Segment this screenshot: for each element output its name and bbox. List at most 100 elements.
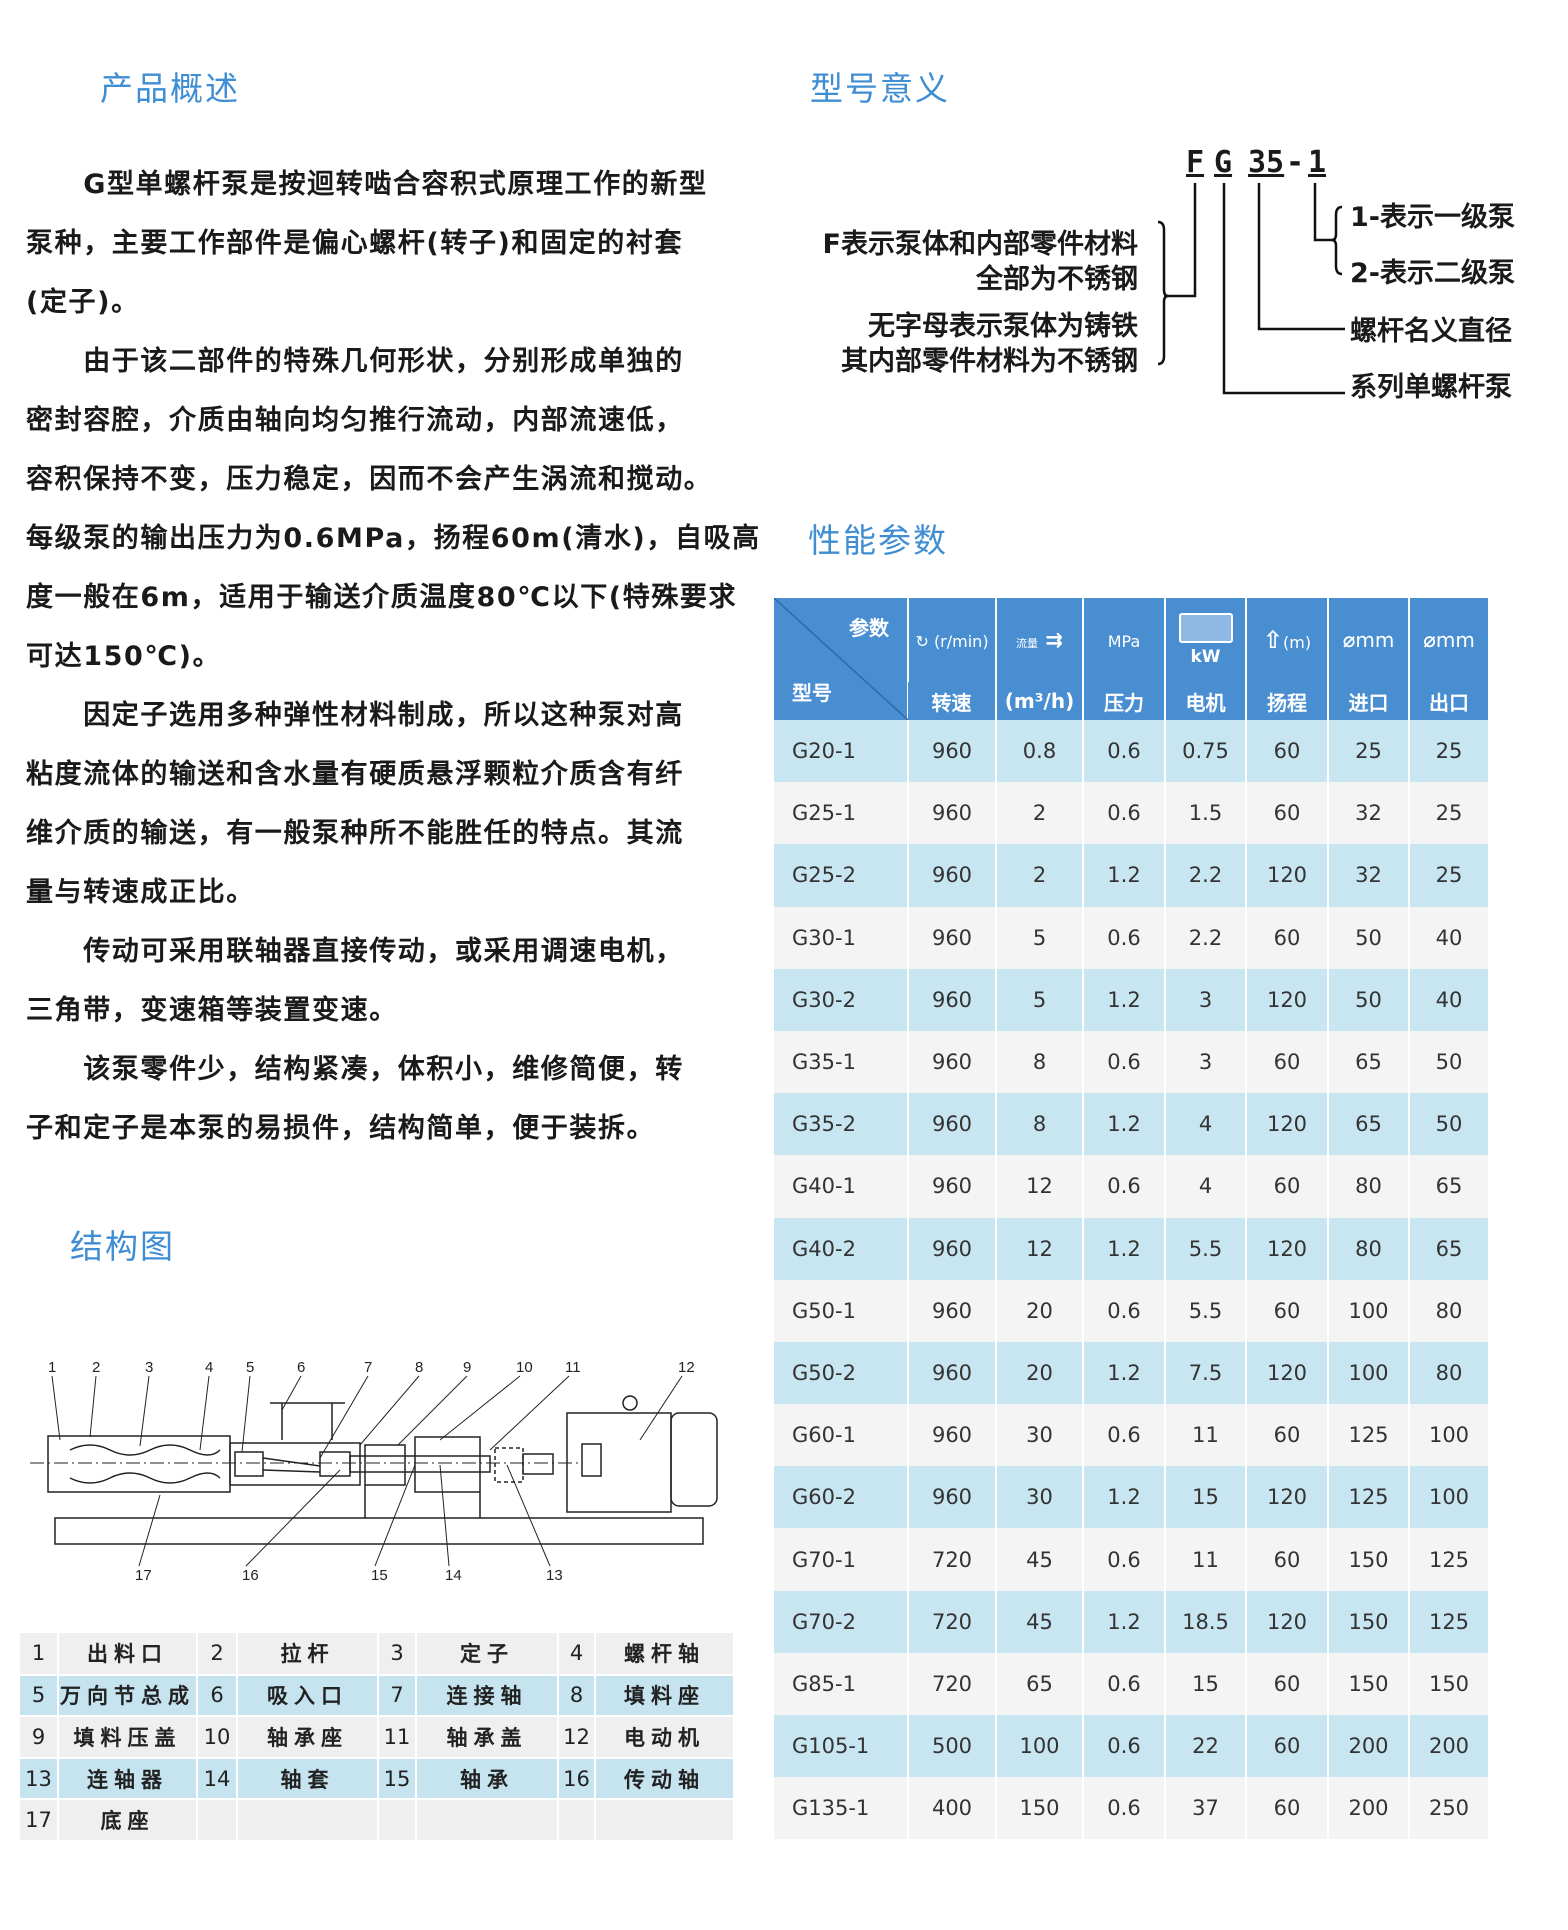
table-row: G85-1 720 65 0.6 15 60 150 150: [774, 1652, 1488, 1715]
note-series: 系列单螺杆泵: [1350, 372, 1512, 403]
callout-number: 5: [246, 1359, 254, 1376]
value-cell: 20: [995, 1341, 1083, 1405]
callout-number: 1: [48, 1359, 56, 1376]
value-cell: 8: [995, 1093, 1083, 1156]
value-cell: 1.2: [1082, 1093, 1165, 1156]
callout-number: 8: [415, 1359, 423, 1376]
value-cell: 100: [1408, 1404, 1488, 1467]
value-cell: 7.5: [1164, 1341, 1246, 1405]
value-cell: 960: [907, 844, 996, 907]
value-cell: 960: [907, 782, 996, 845]
value-cell: 150: [995, 1777, 1083, 1840]
value-cell: 25: [1408, 782, 1488, 845]
part-name: 填料压盖: [57, 1716, 197, 1759]
model-cell: G25-2: [774, 844, 908, 907]
part-number: 2: [196, 1633, 237, 1676]
model-cell: G85-1: [774, 1652, 908, 1715]
note-stage1: 1-表示一级泵: [1350, 202, 1515, 233]
callout-number: 3: [145, 1359, 153, 1376]
value-cell: 150: [1327, 1590, 1409, 1653]
table-row: G105-1 500 100 0.6 22 60 200 200: [774, 1715, 1488, 1778]
value-cell: 500: [907, 1715, 996, 1778]
value-cell: 4: [1164, 1093, 1246, 1156]
callout-leader: [138, 1494, 161, 1567]
column-header: (m³/h): [995, 682, 1083, 720]
value-cell: 1.2: [1082, 1590, 1165, 1653]
part-name: 填料座: [594, 1674, 733, 1718]
callout-number: 12: [678, 1359, 695, 1376]
note-stage2: 2-表示二级泵: [1350, 258, 1515, 289]
value-cell: 0.6: [1082, 1652, 1165, 1715]
value-cell: 250: [1408, 1777, 1488, 1840]
callout-number: 14: [445, 1567, 462, 1584]
value-cell: 960: [907, 906, 996, 969]
value-cell: 120: [1245, 1341, 1328, 1405]
callout-leader: [359, 1375, 420, 1446]
value-cell: 960: [907, 968, 996, 1031]
callout-leader: [506, 1464, 551, 1567]
value-cell: 12: [995, 1217, 1083, 1280]
parts-row: 17 底座: [18, 1799, 733, 1842]
value-cell: 0.6: [1082, 1404, 1165, 1467]
up-arrow-icon: ⇧: [1262, 626, 1284, 654]
part-number: 10: [196, 1716, 237, 1759]
overview-line: (定子)。: [26, 287, 140, 318]
overview-line: 粘度流体的输送和含水量有硬质悬浮颗粒介质含有纤: [26, 759, 684, 790]
head-icon-cell: ⇧(m): [1245, 598, 1328, 682]
value-cell: 960: [907, 1341, 996, 1405]
callout-leader: [397, 1375, 468, 1446]
value-cell: 100: [995, 1715, 1083, 1778]
value-cell: 0.6: [1082, 720, 1165, 783]
corner-param-label: 参数: [849, 616, 889, 640]
parts-table: 1 出料口 2 拉杆 3 定子 4 螺杆轴 5 万向节总成 6 吸入口 7 连接轴 8 填料座 9 填料压盖 10 轴…: [18, 1633, 733, 1842]
overview-line: 密封容腔，介质由轴向均匀推行流动，内部流速低，: [26, 405, 684, 436]
value-cell: 2.2: [1164, 844, 1246, 907]
value-cell: 720: [907, 1590, 996, 1653]
value-cell: 80: [1327, 1217, 1409, 1280]
value-cell: 60: [1245, 782, 1328, 845]
model-cell: G35-2: [774, 1093, 908, 1156]
part-number: 7: [377, 1674, 416, 1718]
part-name: [415, 1799, 558, 1842]
value-cell: 120: [1245, 1093, 1328, 1156]
flow-icon-cell: 流量 ⇉: [995, 598, 1083, 682]
value-cell: 1.2: [1082, 1466, 1165, 1529]
value-cell: 80: [1327, 1155, 1409, 1218]
overview-line: 泵种，主要工作部件是偏心螺杆(转子)和固定的衬套: [26, 228, 684, 259]
part-number: 11: [377, 1716, 416, 1759]
value-cell: 150: [1327, 1652, 1409, 1715]
value-cell: 50: [1327, 906, 1409, 969]
inlet-unit-cell: ⌀mm: [1327, 598, 1409, 682]
value-cell: 60: [1245, 1777, 1328, 1840]
callout-number: 10: [516, 1359, 533, 1376]
value-cell: 0.6: [1082, 1715, 1165, 1778]
model-cell: G30-2: [774, 968, 908, 1031]
model-code-dash: -: [1286, 145, 1305, 180]
value-cell: 65: [1408, 1217, 1488, 1280]
table-row: G60-1 960 30 0.6 11 60 125 100: [774, 1404, 1488, 1467]
model-cell: G70-2: [774, 1590, 908, 1653]
motor-icon-cell: kW: [1164, 598, 1246, 682]
value-cell: 11: [1164, 1528, 1246, 1591]
overview-line: 可达150℃)。: [26, 641, 222, 672]
part-number: 15: [377, 1757, 416, 1801]
value-cell: 60: [1245, 1030, 1328, 1094]
parts-row: 13 连轴器 14 轴套 15 轴承 16 传动轴: [18, 1757, 733, 1801]
part-name: [236, 1799, 378, 1842]
parts-row: 5 万向节总成 6 吸入口 7 连接轴 8 填料座: [18, 1674, 733, 1718]
overview-line: 每级泵的输出压力为0.6MPa，扬程60m(清水)，自吸高: [26, 523, 761, 554]
part-name: 连轴器: [57, 1757, 197, 1801]
table-row: G30-2 960 5 1.2 3 120 50 40: [774, 968, 1488, 1031]
value-cell: 5: [995, 968, 1083, 1031]
callout-number: 6: [297, 1359, 305, 1376]
value-cell: 30: [995, 1466, 1083, 1529]
callout-number: 4: [205, 1359, 213, 1376]
callout-leader: [51, 1375, 61, 1441]
value-cell: 100: [1408, 1466, 1488, 1529]
table-row: G35-1 960 8 0.6 3 60 65 50: [774, 1030, 1488, 1094]
value-cell: 2: [995, 782, 1083, 845]
value-cell: 1.2: [1082, 1341, 1165, 1405]
table-row: G25-1 960 2 0.6 1.5 60 32 25: [774, 782, 1488, 845]
